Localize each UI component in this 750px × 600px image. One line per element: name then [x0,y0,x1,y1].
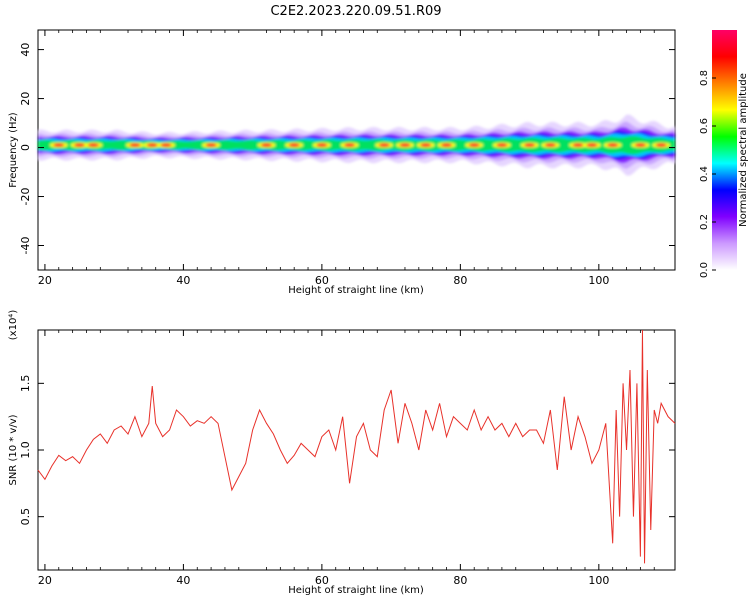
colorbar: 0.0 0.2 0.4 0.6 0.8 Normalized spectral ampl… [699,30,749,278]
spectrogram-peak [524,143,536,147]
spectrogram-peak [344,143,356,147]
snr-series-line [37,329,676,564]
snr-xtick-label: 20 [38,574,52,587]
spec-xtick-label: 60 [315,274,329,287]
colorbar-tick-label: 0.8 [699,70,710,86]
snr-axes: 20 40 60 80 100 0.5 1.0 1.5 [19,330,675,587]
snr-ylabel: SNR (10 * v/v) [8,414,19,485]
spectrogram-peak [441,143,453,147]
spectrogram-peak [316,143,328,147]
snr-panel: 20 40 60 80 100 0.5 1.0 1.5 Height of straight … [8,310,676,596]
spectrogram-panel: 20 40 60 80 100 -40 -20 0 20 40 Height of straigh… [8,29,676,296]
spectrogram-axes: 20 40 60 80 100 -40 -20 0 20 40 [19,30,675,287]
spectrogram-peak [655,143,667,147]
spectrogram-peak [420,143,432,147]
spectrogram-peak [288,143,300,147]
spectrogram-peak [634,143,646,147]
spectrogram-peak [160,143,172,147]
spectrogram-band [38,114,675,176]
spectrogram-peak [87,143,99,147]
colorbar-tick-label: 0.4 [699,166,710,182]
snr-xtick-label: 40 [176,574,190,587]
spectrogram-xlabel: Height of straight line (km) [288,285,424,296]
colorbar-tick-label: 0.0 [699,262,710,278]
snr-ytick-label: 1.5 [19,375,32,393]
spectrogram-peak [74,143,86,147]
spectrogram-peak [260,143,272,147]
spectrogram-peak [468,143,480,147]
snr-scale-label: (x10⁴) [8,310,19,341]
spectrogram-peak [53,143,65,147]
spec-ytick-label: 0 [19,144,32,151]
spec-ytick-label: 20 [19,92,32,106]
spectrogram-peak [572,143,584,147]
colorbar-strip [712,30,737,270]
snr-xtick-label: 80 [453,574,467,587]
snr-xlabel: Height of straight line (km) [288,585,424,596]
snr-xtick-label: 60 [315,574,329,587]
figure-title: C2E2.2023.220.09.51.R09 [270,4,441,19]
spectrogram-peak [129,143,141,147]
spec-xtick-label: 40 [176,274,190,287]
spec-xtick-label: 20 [38,274,52,287]
snr-ytick-label: 1.0 [19,441,32,459]
snr-xtick-label: 100 [588,574,609,587]
spec-ytick-label: -40 [19,237,32,255]
spec-xtick-label: 80 [453,274,467,287]
snr-ytick-label: 0.5 [19,508,32,526]
spectrogram-peak [544,143,556,147]
colorbar-tick-label: 0.6 [699,118,710,134]
spec-ytick-label: -20 [19,188,32,206]
spectrogram-peak [586,143,598,147]
colorbar-tick-label: 0.2 [699,214,710,230]
spectrogram-peak [378,143,390,147]
snr-frame [37,329,676,571]
spectrogram-peak [607,143,619,147]
spectrogram-peak [399,143,411,147]
colorbar-label: Normalized spectral amplitude [738,73,749,227]
spectrogram-peak [205,143,217,147]
spectrogram-ylabel: Frequency (Hz) [8,112,19,188]
spectrogram-peak [146,143,158,147]
spec-xtick-label: 100 [588,274,609,287]
spectrogram-peak [496,143,508,147]
colorbar-ticks: 0.0 0.2 0.4 0.6 0.8 [699,70,716,278]
spec-ytick-label: 40 [19,43,32,57]
